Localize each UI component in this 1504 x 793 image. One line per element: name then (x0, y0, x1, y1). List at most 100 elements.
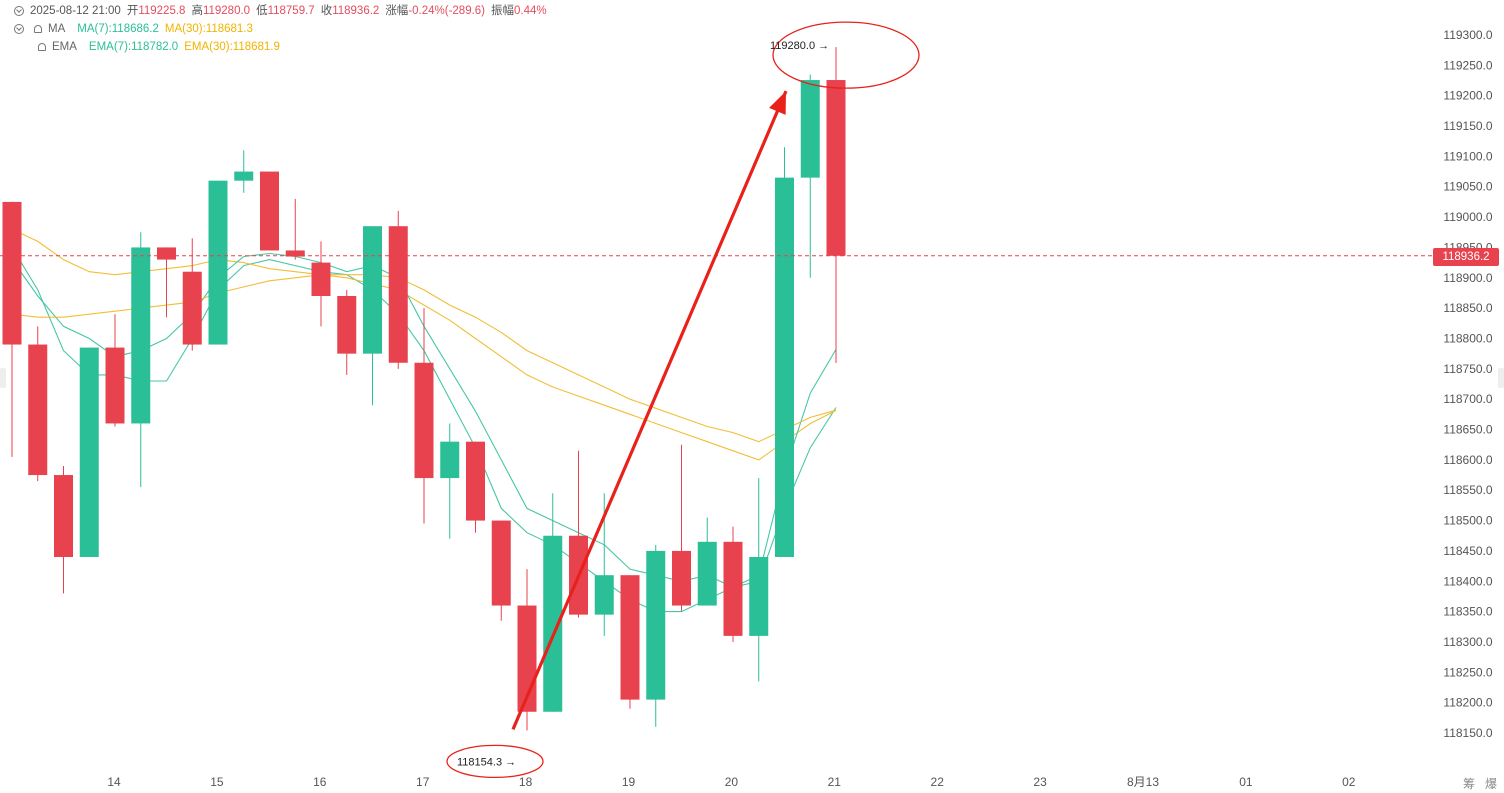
y-tick-label: 119200.0 (1443, 89, 1492, 103)
amplitude-value: 0.44% (514, 5, 547, 17)
x-tick-label: 20 (725, 775, 739, 789)
candle-body (157, 247, 176, 260)
x-tick-label: 14 (107, 775, 121, 789)
y-tick-label: 118900.0 (1443, 271, 1492, 285)
indicator-legend: 2025-08-12 21:00 开 119225.8 高 119280.0 低… (14, 2, 547, 56)
y-tick-label: 118450.0 (1443, 544, 1492, 558)
bell-icon[interactable] (34, 25, 42, 33)
low-value: 118759.7 (267, 5, 315, 17)
bell-icon[interactable] (38, 43, 46, 51)
y-tick-label: 119100.0 (1443, 149, 1492, 163)
last-price-tag: 118936.2 (1433, 248, 1499, 266)
high-label: 119280.0 → (770, 40, 829, 52)
y-tick-label: 118600.0 (1443, 453, 1492, 467)
candle-body (440, 441, 460, 479)
y-tick-label: 118250.0 (1443, 665, 1492, 679)
x-tick-label: 16 (313, 775, 327, 789)
x-tick-label: 15 (210, 775, 224, 789)
trend-arrow-line (511, 90, 788, 731)
candle-body (182, 271, 202, 345)
candle-body (311, 262, 331, 296)
close-label: 收 (320, 5, 333, 17)
y-tick-label: 119300.0 (1443, 28, 1492, 42)
candle-body (543, 535, 563, 712)
candle-body (620, 575, 640, 700)
scroll-left-handle[interactable] (0, 368, 6, 388)
open-label: 开 (126, 5, 139, 17)
y-tick-label: 118850.0 (1443, 301, 1492, 315)
candle-body (2, 201, 22, 345)
candle-body (697, 541, 717, 606)
y-tick-label: 118300.0 (1443, 635, 1492, 649)
y-axis: 118150.0 118200.0 118250.0 118300.0 118350.0… (1443, 28, 1492, 740)
y-tick-label: 118800.0 (1443, 331, 1492, 345)
candle-body (131, 247, 151, 424)
change-value: -0.24%(-289.6) (408, 5, 486, 17)
x-tick-label: 22 (931, 775, 945, 789)
toggle-indicator-icon[interactable] (14, 24, 24, 34)
candle-body (260, 171, 279, 251)
candles (2, 47, 846, 731)
ema7-value: EMA(7):118782.0 (88, 41, 179, 53)
candle-body (388, 226, 408, 363)
open-value: 119225.8 (138, 5, 186, 17)
candle-body (646, 550, 666, 700)
candle-body (594, 575, 614, 615)
ma-row: MA MA(7):118686.2 MA(30):118681.3 (14, 20, 547, 38)
y-tick-label: 119050.0 (1443, 180, 1492, 194)
trend-arrow-head (769, 91, 786, 115)
x-tick-label: 21 (828, 775, 842, 789)
candle-body (79, 347, 99, 557)
candle-body (491, 520, 511, 606)
y-tick-label: 118550.0 (1443, 483, 1492, 497)
y-tick-label: 118650.0 (1443, 423, 1492, 437)
collapse-chevron-icon[interactable] (14, 6, 24, 16)
scroll-right-handle[interactable] (1498, 368, 1504, 388)
x-axis: 14 15 16 17 18 19 20 21 22 23 8月13 01 02 (107, 775, 1355, 789)
low-label: 118154.3 → (457, 756, 516, 768)
x-tick-label: 8月13 (1127, 775, 1159, 789)
x-tick-label: 23 (1033, 775, 1047, 789)
y-tick-label: 119150.0 (1443, 119, 1492, 133)
ma-label[interactable]: MA (48, 23, 66, 35)
corner-label-chip[interactable]: 筹 (1463, 777, 1476, 791)
y-tick-label: 119000.0 (1443, 210, 1492, 224)
change-label: 涨幅 (385, 5, 409, 17)
ma30-value: MA(30):118681.3 (164, 23, 253, 35)
candle-body (672, 550, 691, 606)
y-tick-label: 118400.0 (1443, 574, 1492, 588)
y-tick-label: 118150.0 (1443, 726, 1492, 740)
amplitude-label: 振幅 (491, 5, 515, 17)
candle-body (337, 295, 357, 354)
ema-label[interactable]: EMA (52, 41, 77, 53)
datetime-value: 2025-08-12 21:00 (30, 5, 121, 17)
candle-body (826, 80, 846, 256)
annotations: 119280.0 → 118154.3 → (446, 21, 920, 779)
y-tick-label: 118500.0 (1443, 514, 1492, 528)
candle-body (363, 226, 382, 354)
candle-body (54, 475, 73, 557)
candle-body (775, 177, 794, 557)
candle-body (466, 441, 485, 521)
candle-body (105, 347, 125, 424)
candle-body (723, 541, 743, 636)
candle-body (414, 362, 434, 479)
high-circle (772, 21, 920, 89)
ohlc-row: 2025-08-12 21:00 开 119225.8 高 119280.0 低… (14, 2, 547, 20)
low-circle (446, 744, 544, 779)
close-value: 118936.2 (332, 5, 380, 17)
high-value: 119280.0 (202, 5, 251, 17)
candle-body (285, 250, 305, 257)
y-tick-label: 118750.0 (1443, 362, 1492, 376)
candle-body (749, 556, 769, 636)
corner-label-burst[interactable]: 爆 (1485, 777, 1498, 791)
x-tick-label: 17 (416, 775, 430, 789)
x-tick-label: 19 (622, 775, 636, 789)
y-tick-label: 119250.0 (1443, 58, 1492, 72)
x-tick-label: 18 (519, 775, 533, 789)
high-label: 高 (191, 5, 203, 17)
ema30-value: EMA(30):118681.9 (184, 41, 280, 53)
candle-body (28, 344, 48, 476)
candle-body (208, 180, 228, 345)
